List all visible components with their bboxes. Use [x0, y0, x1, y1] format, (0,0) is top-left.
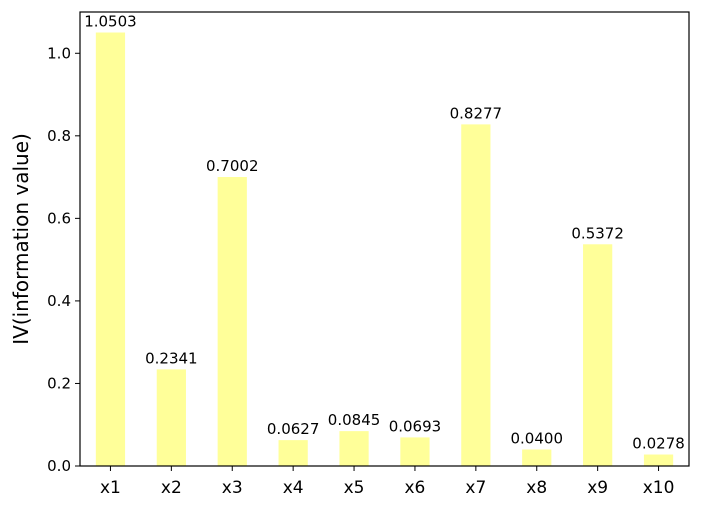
x-tick-label-x4: x4 — [283, 478, 304, 498]
x-axis: x1 x2 x3 x4 x5 x6 x7 x8 x9 x10 — [100, 466, 674, 498]
bar-x1 — [95, 32, 126, 467]
bar-x2 — [156, 369, 186, 466]
bar-x10 — [643, 454, 674, 466]
plot-frame — [79, 11, 690, 467]
bar-x8 — [522, 449, 552, 466]
bars-layer — [95, 32, 674, 467]
y-tick-label: 1.0 — [47, 44, 71, 62]
x-tick-label-x8: x8 — [526, 478, 547, 498]
value-label-x7: 0.8277 — [450, 104, 503, 122]
x-tick-label-x9: x9 — [587, 478, 608, 498]
value-label-x6: 0.0693 — [389, 417, 442, 435]
y-tick-label: 0.8 — [47, 127, 71, 145]
value-labels-layer: 1.0503 0.2341 0.7002 0.0627 0.0845 0.0693 0.82… — [84, 13, 685, 453]
value-label-x1: 1.0503 — [84, 13, 137, 31]
y-tick-label: 0.2 — [47, 374, 71, 392]
x-tick-label-x2: x2 — [161, 478, 182, 498]
value-label-x8: 0.0400 — [511, 429, 564, 447]
value-label-x3: 0.7002 — [206, 157, 259, 175]
y-axis-label: IV(information value) — [9, 133, 33, 345]
y-tick-label: 0.4 — [47, 292, 71, 310]
value-label-x10: 0.0278 — [632, 435, 685, 453]
bar-x9 — [583, 244, 613, 466]
bar-x6 — [400, 437, 430, 466]
bar-x7 — [461, 124, 491, 467]
x-tick-label-x7: x7 — [465, 478, 486, 498]
x-tick-label-x5: x5 — [344, 478, 365, 498]
x-tick-label-x10: x10 — [643, 478, 675, 498]
value-label-x5: 0.0845 — [328, 411, 381, 429]
value-label-x9: 0.5372 — [571, 224, 624, 242]
bar-x4 — [278, 440, 308, 466]
x-tick-label-x1: x1 — [100, 478, 121, 498]
x-tick-label-x3: x3 — [222, 478, 243, 498]
y-axis: 0.0 0.2 0.4 0.6 0.8 1.0 — [47, 44, 80, 475]
value-label-x2: 0.2341 — [145, 349, 198, 367]
y-tick-label: 0.6 — [47, 209, 71, 227]
bar-x5 — [339, 431, 369, 466]
value-label-x4: 0.0627 — [267, 420, 320, 438]
x-tick-label-x6: x6 — [405, 478, 426, 498]
bar-x3 — [217, 177, 247, 466]
y-tick-label: 0.0 — [47, 457, 71, 475]
